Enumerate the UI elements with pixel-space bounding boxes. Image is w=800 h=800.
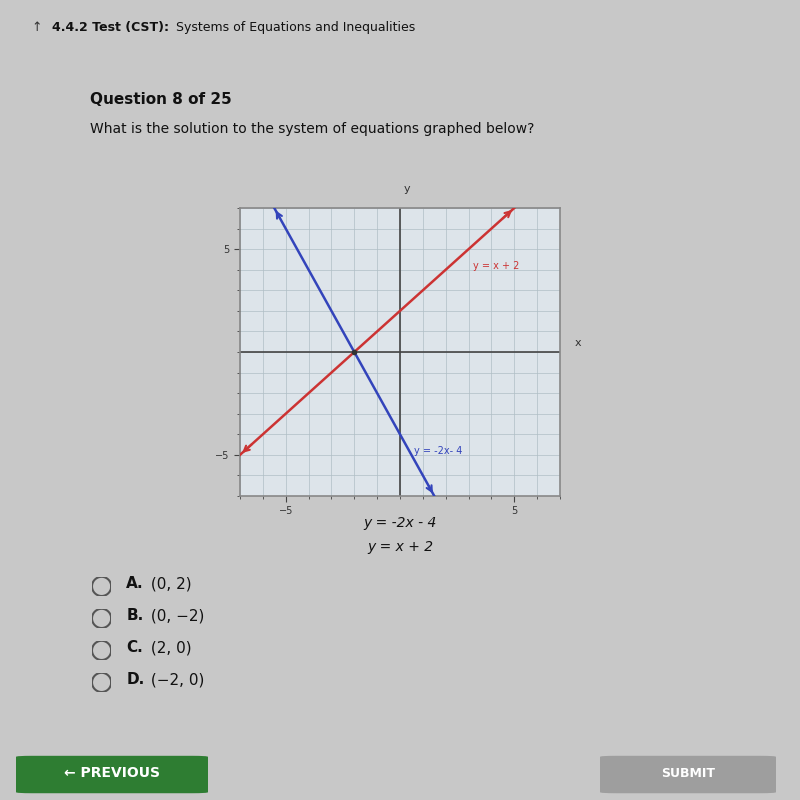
Text: What is the solution to the system of equations graphed below?: What is the solution to the system of eq… bbox=[90, 122, 534, 136]
Text: x: x bbox=[575, 338, 582, 348]
Text: (0, −2): (0, −2) bbox=[146, 609, 204, 623]
Text: B.: B. bbox=[126, 609, 144, 623]
Text: 4.4.2 Test (CST):: 4.4.2 Test (CST): bbox=[52, 21, 169, 34]
Text: Question 8 of 25: Question 8 of 25 bbox=[90, 92, 232, 107]
Text: y = x + 2: y = x + 2 bbox=[367, 540, 433, 554]
Text: y = -2x- 4: y = -2x- 4 bbox=[414, 446, 462, 456]
Text: ↑: ↑ bbox=[32, 21, 50, 34]
Text: D.: D. bbox=[126, 673, 145, 687]
Text: C.: C. bbox=[126, 641, 143, 655]
Text: (−2, 0): (−2, 0) bbox=[146, 673, 204, 687]
Text: SUBMIT: SUBMIT bbox=[661, 767, 715, 780]
Text: y = -2x - 4: y = -2x - 4 bbox=[363, 516, 437, 530]
Text: Systems of Equations and Inequalities: Systems of Equations and Inequalities bbox=[168, 21, 415, 34]
Text: y: y bbox=[403, 183, 410, 194]
Text: A.: A. bbox=[126, 577, 144, 591]
FancyBboxPatch shape bbox=[600, 756, 776, 794]
Text: y = x + 2: y = x + 2 bbox=[473, 261, 519, 270]
Text: (0, 2): (0, 2) bbox=[146, 577, 191, 591]
Text: (2, 0): (2, 0) bbox=[146, 641, 191, 655]
Text: ← PREVIOUS: ← PREVIOUS bbox=[64, 766, 160, 781]
FancyBboxPatch shape bbox=[16, 756, 208, 794]
